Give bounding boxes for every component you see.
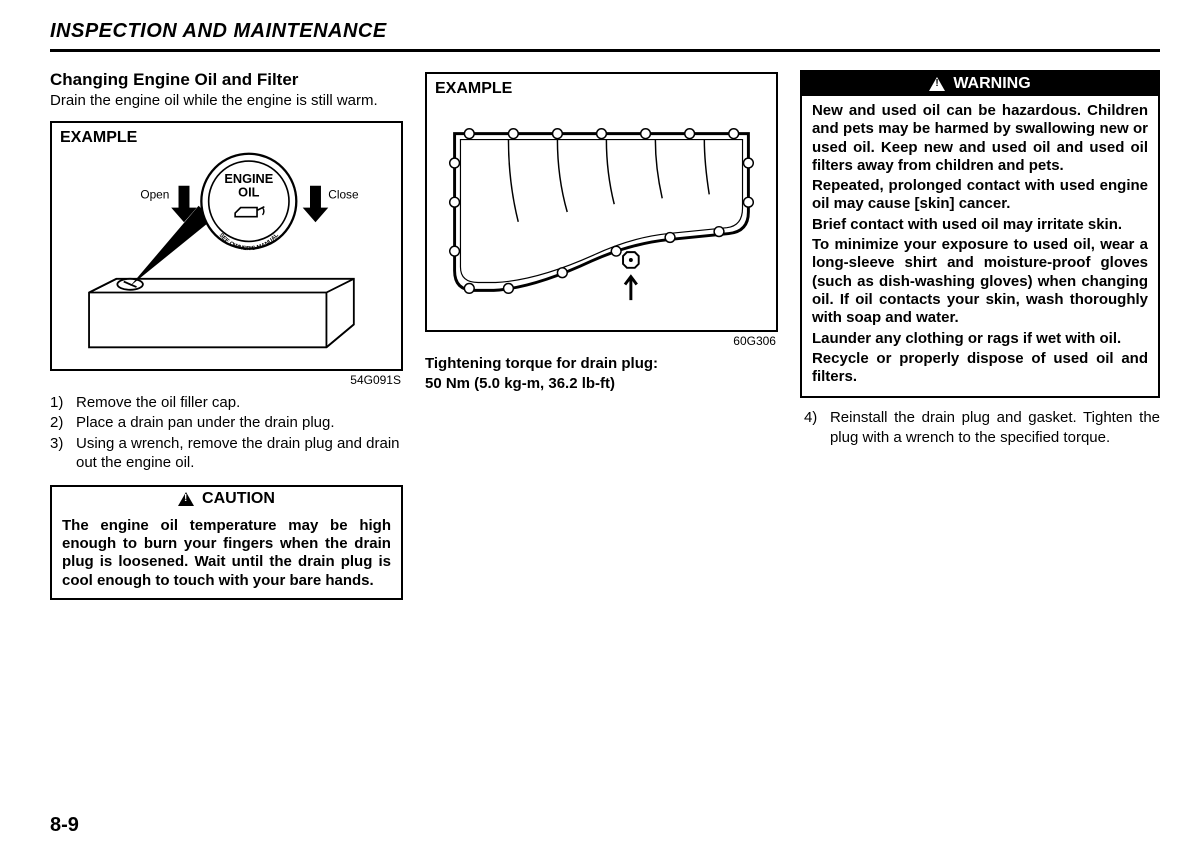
page-number: 8-9: [50, 814, 79, 837]
caution-box: ! CAUTION The engine oil temperature may…: [50, 485, 403, 600]
caution-body: The engine oil temperature may be high e…: [52, 511, 401, 598]
warning-triangle-icon: !: [178, 492, 194, 506]
warning-title: WARNING: [953, 75, 1030, 93]
warning-para-6: Recycle or properly dispose of used oil …: [812, 350, 1148, 387]
cap-text-oil: OIL: [239, 184, 260, 199]
figure-label: EXAMPLE: [60, 129, 393, 147]
warning-box: ! WARNING New and used oil can be hazard…: [800, 70, 1160, 398]
figure-oil-pan: EXAMPLE: [425, 72, 778, 332]
oil-pan-illustration: [435, 102, 768, 322]
open-label: Open: [141, 187, 170, 201]
caution-title: CAUTION: [202, 490, 275, 508]
torque-label: Tightening torque for drain plug:: [425, 354, 778, 374]
column-3: ! WARNING New and used oil can be hazard…: [800, 70, 1160, 600]
figure-code-1: 54G091S: [50, 373, 401, 387]
warning-para-5: Launder any clothing or rags if wet with…: [812, 330, 1148, 348]
caution-header: ! CAUTION: [52, 487, 401, 511]
figure-label: EXAMPLE: [435, 80, 768, 98]
page-header: INSPECTION AND MAINTENANCE: [50, 20, 1160, 52]
oil-cap-illustration: ENGINE OIL SEE OWNER'S MANUAL Open: [66, 151, 386, 361]
warning-para-2: Repeated, prolonged contact with used en…: [812, 177, 1148, 214]
warning-header: ! WARNING: [802, 72, 1158, 96]
steps-list: 1)Remove the oil filler cap. 2)Place a d…: [50, 393, 403, 473]
warning-triangle-icon: !: [929, 77, 945, 91]
column-1: Changing Engine Oil and Filter Drain the…: [50, 70, 403, 600]
warning-para-4: To minimize your exposure to used oil, w…: [812, 236, 1148, 327]
step-1: 1)Remove the oil filler cap.: [50, 393, 403, 413]
close-label: Close: [329, 187, 360, 201]
step-4-text: Reinstall the drain plug and gasket. Tig…: [830, 408, 1160, 447]
column-2: EXAMPLE: [425, 70, 778, 600]
subheading: Changing Engine Oil and Filter: [50, 70, 403, 90]
figure-code-2: 60G306: [425, 334, 776, 348]
content-columns: Changing Engine Oil and Filter Drain the…: [50, 70, 1160, 600]
torque-value: 50 Nm (5.0 kg-m, 36.2 lb-ft): [425, 374, 778, 394]
figure-oil-cap: EXAMPLE ENGINE OIL: [50, 121, 403, 371]
step-3: 3)Using a wrench, remove the drain plug …: [50, 434, 403, 473]
torque-spec: Tightening torque for drain plug: 50 Nm …: [425, 354, 778, 393]
warning-body: New and used oil can be hazardous. Child…: [802, 96, 1158, 396]
warning-para-1: New and used oil can be hazardous. Child…: [812, 102, 1148, 175]
cap-text-engine: ENGINE: [225, 171, 274, 186]
intro-text: Drain the engine oil while the engine is…: [50, 92, 403, 111]
step-4: 4) Reinstall the drain plug and gasket. …: [800, 408, 1160, 447]
step-2: 2)Place a drain pan under the drain plug…: [50, 413, 403, 433]
warning-para-3: Brief contact with used oil may irritate…: [812, 216, 1148, 234]
